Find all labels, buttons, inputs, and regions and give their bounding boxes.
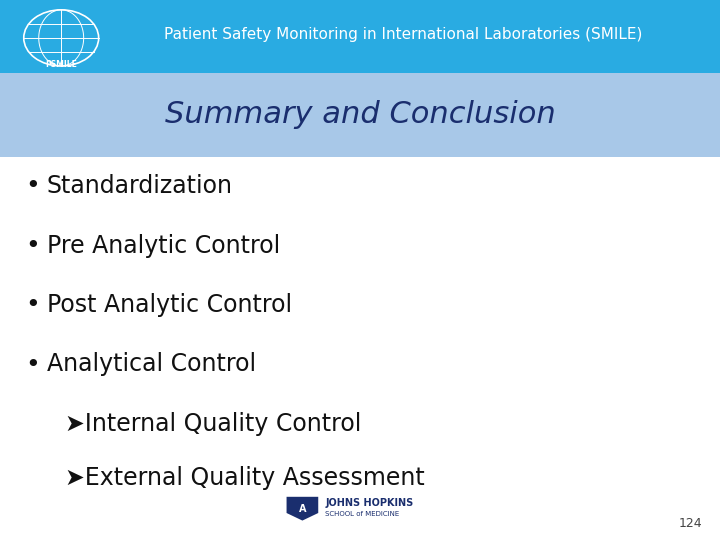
Text: ➤Internal Quality Control: ➤Internal Quality Control [65,412,361,436]
Text: SCHOOL of MEDICINE: SCHOOL of MEDICINE [325,511,400,517]
Text: A: A [299,504,306,514]
FancyBboxPatch shape [0,0,720,73]
Text: Summary and Conclusion: Summary and Conclusion [165,100,555,129]
Text: 124: 124 [678,517,702,530]
Text: •: • [25,353,40,376]
FancyBboxPatch shape [0,73,720,157]
Text: •: • [25,234,40,258]
Text: Patient Safety Monitoring in International Laboratories (SMILE): Patient Safety Monitoring in Internation… [164,28,642,43]
Text: Pre Analytic Control: Pre Analytic Control [47,234,280,258]
Text: JOHNS HOPKINS: JOHNS HOPKINS [325,498,414,508]
Text: Post Analytic Control: Post Analytic Control [47,293,292,317]
Polygon shape [287,497,318,521]
Text: ➤External Quality Assessment: ➤External Quality Assessment [65,466,425,490]
Text: PSMILE: PSMILE [45,59,77,69]
Text: •: • [25,293,40,317]
Text: Analytical Control: Analytical Control [47,353,256,376]
Text: •: • [25,174,40,198]
Text: Standardization: Standardization [47,174,233,198]
